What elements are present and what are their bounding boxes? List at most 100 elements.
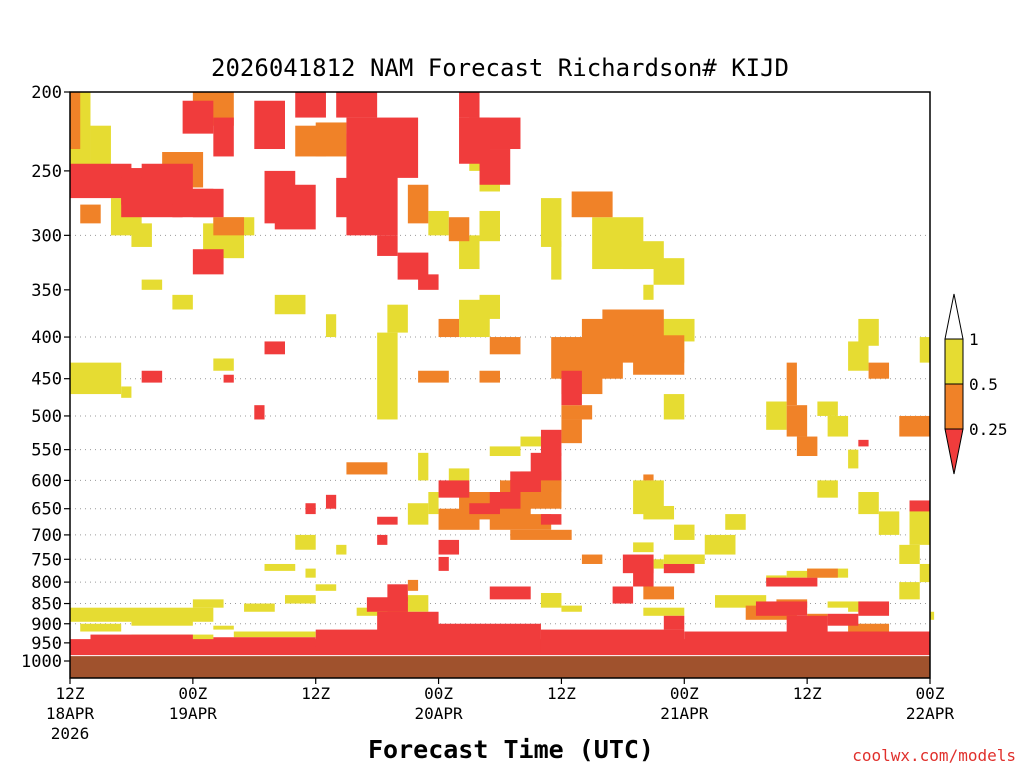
shade-yellow [141,279,163,290]
shade-yellow [858,318,879,346]
shade-yellow [674,524,695,540]
shade-red [540,629,685,656]
shade-yellow [213,625,234,630]
shade-yellow [633,542,654,553]
shade-yellow [244,603,275,612]
shade-yellow [70,607,214,622]
shade-red [540,514,562,525]
x-tick-label: 00Z [424,684,453,703]
x-tick-label: 22APR [906,704,955,723]
y-tick-label: 650 [31,500,62,520]
richardson-shading [70,92,935,658]
shade-yellow [561,605,582,612]
shade-red [295,92,326,118]
legend-label: 1 [969,330,979,349]
shade-orange [407,579,419,591]
shade-orange [848,623,890,634]
shade-yellow [919,563,930,583]
x-tick-label: 00Z [178,684,207,703]
shade-yellow [407,503,429,525]
shade-yellow [817,401,838,416]
shade-yellow [172,294,193,310]
shade-orange [571,191,613,218]
shade-yellow [766,401,787,430]
shade-yellow [817,480,838,498]
shade-yellow [878,511,900,535]
shade-yellow [325,314,337,338]
shade-yellow [213,358,234,371]
legend-cap-top [944,293,964,340]
shade-red [141,370,163,383]
legend: 1 0.5 0.25 [944,293,1008,475]
x-tick-label: 21APR [660,704,709,723]
shade-red [213,637,316,647]
shade-yellow [643,505,675,520]
shade-red [254,100,285,150]
y-tick-label: 500 [31,407,62,427]
shade-red [612,586,634,604]
legend-label: 0.25 [969,420,1008,439]
shade-red [254,405,265,420]
shade-orange [561,405,593,420]
shade-yellow [930,611,935,620]
shade-yellow [428,491,439,515]
x-tick-label: 00Z [670,684,699,703]
shade-yellow [540,198,562,247]
shade-red [377,534,388,545]
shade-orange [581,554,603,564]
shade-yellow [827,601,869,608]
shade-orange [786,405,808,437]
shade-red [663,563,695,574]
shade-yellow [418,452,429,481]
y-tick-label: 350 [31,281,62,301]
shade-yellow [428,210,449,236]
shade-orange [643,586,675,600]
y-axis: 200 250 300 350 400 450 500 550 600 650 700 750 8008… [21,83,70,672]
shade-red [766,577,818,587]
shade-yellow [295,534,316,550]
shade-yellow [919,337,930,363]
shade-orange [346,462,388,475]
shade-red [489,491,521,509]
shade-orange [643,474,654,481]
shade-yellow [285,595,316,604]
shade-red [90,634,193,643]
shade-red [213,117,234,157]
y-tick-label: 550 [31,441,62,461]
shade-orange [418,370,449,383]
credit-text: coolwx.com/models [852,746,1016,765]
y-tick-label: 600 [31,471,62,491]
shade-yellow [377,332,398,420]
shade-red [622,554,654,574]
shade-red [315,629,419,651]
shade-orange [868,362,890,379]
shade-red [827,613,859,626]
shade-yellow [70,362,122,395]
x-tick-label: 12Z [301,684,330,703]
shade-yellow [520,436,541,447]
shade-red [489,586,531,600]
shade-red [684,631,930,656]
shade-red [540,429,562,457]
shade-red [438,480,470,498]
shade-red [530,452,562,481]
shade-orange [899,415,930,437]
shade-orange [80,204,101,224]
y-tick-label: 250 [31,162,62,182]
shade-red [377,235,398,256]
shade-red [909,500,930,512]
shade-yellow [479,294,500,319]
shade-red [264,341,285,355]
y-tick-label: 300 [31,226,62,246]
shade-yellow [704,534,736,555]
shade-orange [633,335,685,375]
plot-area [69,91,935,679]
shade-orange [407,184,429,224]
shade-red [325,494,337,509]
y-tick-label: 400 [31,328,62,348]
shade-orange [510,529,572,540]
shade-yellow [336,544,347,555]
shade-red [459,92,480,118]
shade-red [346,133,398,236]
